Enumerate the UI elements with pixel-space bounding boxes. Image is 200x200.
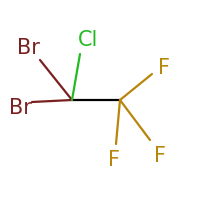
Text: Br: Br — [17, 38, 39, 58]
Text: Cl: Cl — [78, 30, 98, 50]
Text: F: F — [108, 150, 120, 170]
Text: F: F — [158, 58, 170, 78]
Text: Br: Br — [9, 98, 31, 118]
Text: F: F — [154, 146, 166, 166]
